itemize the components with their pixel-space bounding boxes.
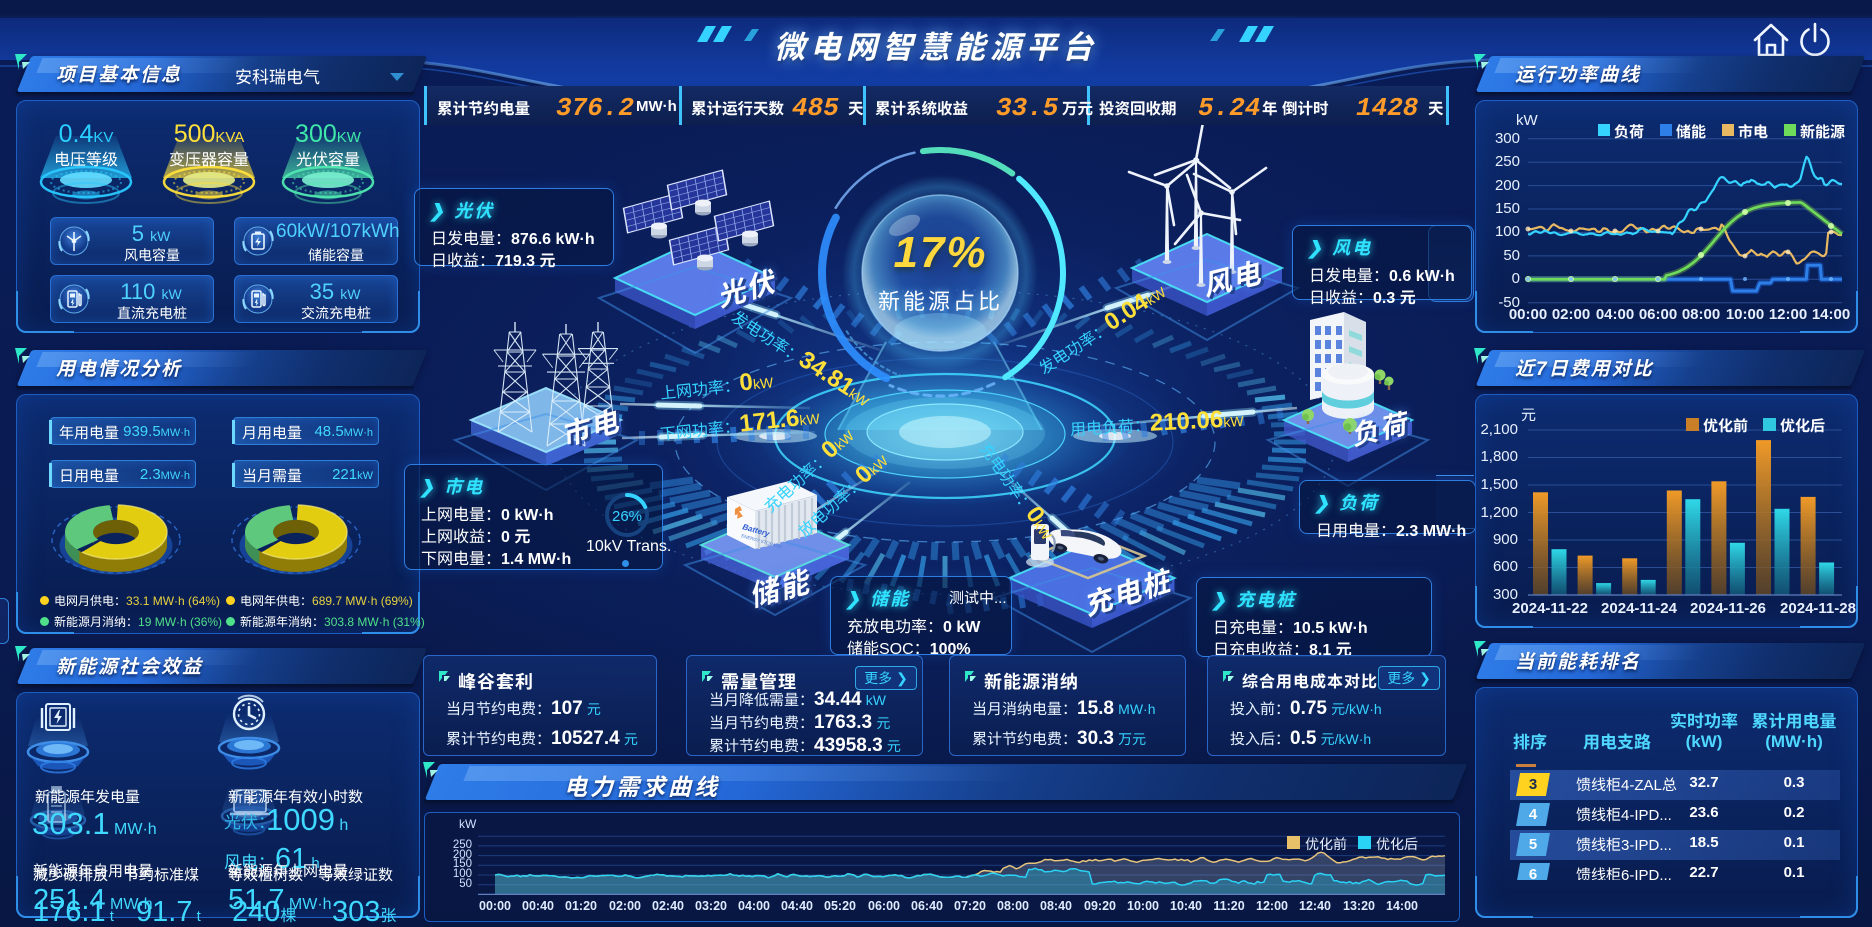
svg-text:26%: 26% <box>612 508 642 525</box>
